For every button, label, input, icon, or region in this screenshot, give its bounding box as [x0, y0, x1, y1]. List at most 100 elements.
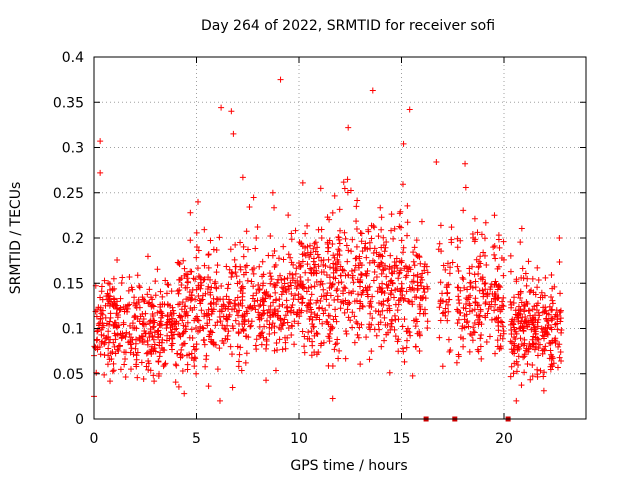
data-point	[291, 318, 298, 325]
data-point	[214, 319, 221, 326]
data-point	[223, 293, 230, 300]
data-point	[481, 280, 488, 287]
data-point	[545, 311, 552, 318]
data-point	[146, 330, 153, 337]
data-point	[169, 315, 176, 322]
data-point	[218, 104, 225, 111]
data-point	[391, 312, 398, 319]
data-point	[348, 248, 355, 255]
data-point	[314, 312, 321, 319]
data-point	[260, 302, 267, 309]
data-point	[371, 269, 378, 276]
data-point	[378, 260, 385, 267]
data-point	[161, 361, 168, 368]
data-point	[484, 291, 491, 298]
data-point	[144, 337, 151, 344]
data-point	[344, 189, 351, 196]
y-tick-label: 0.4	[62, 50, 84, 66]
data-point	[195, 284, 202, 291]
data-point	[129, 320, 136, 327]
data-point	[243, 350, 250, 357]
data-point	[455, 296, 462, 303]
data-point	[515, 353, 522, 360]
data-point	[358, 291, 365, 298]
data-point	[388, 277, 395, 284]
data-point	[534, 264, 541, 271]
data-point	[537, 294, 544, 301]
data-point	[193, 229, 200, 236]
data-point	[411, 294, 418, 301]
data-point	[413, 252, 420, 259]
data-point	[533, 307, 540, 314]
data-point	[249, 304, 256, 311]
data-point	[184, 361, 191, 368]
data-point	[203, 352, 210, 359]
data-point	[308, 266, 315, 273]
data-point	[539, 309, 546, 316]
data-point	[383, 273, 390, 280]
data-point	[310, 245, 317, 252]
data-point	[488, 281, 495, 288]
data-point	[313, 330, 320, 337]
data-point	[459, 274, 466, 281]
data-point	[350, 279, 357, 286]
data-point	[406, 329, 413, 336]
data-point	[460, 304, 467, 311]
data-point	[383, 239, 390, 246]
data-point	[142, 321, 149, 328]
data-point	[365, 293, 372, 300]
data-point	[213, 269, 220, 276]
data-point	[536, 341, 543, 348]
data-point	[299, 258, 306, 265]
data-point	[492, 278, 499, 285]
data-point	[301, 333, 308, 340]
data-point	[375, 321, 382, 328]
data-point	[162, 360, 169, 367]
data-point	[296, 313, 303, 320]
data-point	[460, 207, 467, 214]
data-point	[521, 369, 528, 376]
data-point	[527, 376, 534, 383]
data-point	[521, 336, 528, 343]
data-point	[529, 316, 536, 323]
data-point	[549, 300, 556, 307]
data-point	[307, 301, 314, 308]
data-point	[333, 267, 340, 274]
data-point	[519, 265, 526, 272]
data-point	[466, 348, 473, 355]
data-point	[124, 305, 131, 312]
data-point	[472, 278, 479, 285]
data-point	[291, 341, 298, 348]
data-point	[384, 307, 391, 314]
data-point	[145, 360, 152, 367]
data-point	[445, 296, 452, 303]
data-point	[173, 325, 180, 332]
data-point	[494, 337, 501, 344]
data-point	[400, 140, 407, 147]
data-point	[214, 262, 221, 269]
data-point	[106, 302, 113, 309]
data-point	[375, 233, 382, 240]
data-point	[195, 247, 202, 254]
data-point	[93, 313, 100, 320]
data-point	[254, 223, 261, 230]
data-point	[468, 332, 475, 339]
data-point	[190, 356, 197, 363]
data-point	[305, 277, 312, 284]
data-point	[404, 232, 411, 239]
data-point	[410, 272, 417, 279]
data-point	[272, 367, 279, 374]
data-point	[326, 302, 333, 309]
data-point	[180, 329, 187, 336]
data-point	[356, 305, 363, 312]
data-point	[358, 238, 365, 245]
y-tick-label: 0	[75, 412, 84, 428]
y-tick-label: 0.1	[62, 322, 84, 338]
data-point	[98, 339, 105, 346]
data-point	[500, 330, 507, 337]
data-point	[380, 234, 387, 241]
data-point	[373, 273, 380, 280]
data-point	[163, 290, 170, 297]
data-point	[204, 286, 211, 292]
data-point	[229, 351, 236, 358]
